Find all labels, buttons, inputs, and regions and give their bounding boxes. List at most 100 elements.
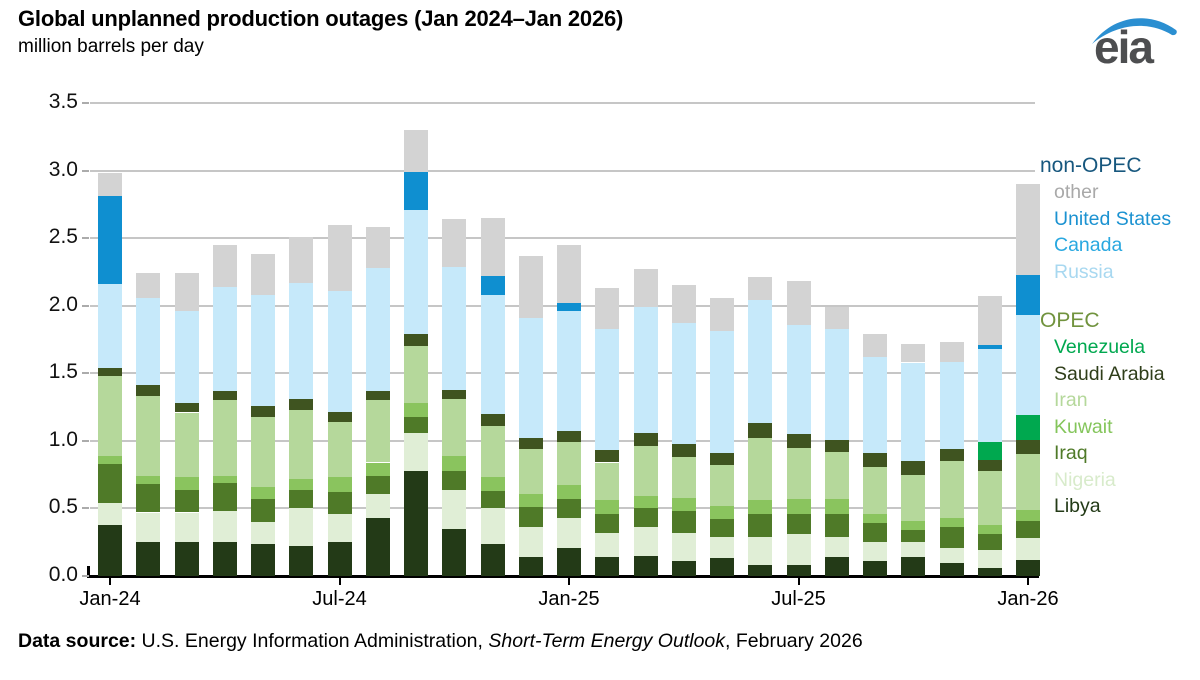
segment-nigeria [327,513,352,543]
segment-iraq [136,484,161,513]
segment-saudi-arabia [710,453,734,466]
segment-united-states [557,303,581,312]
segment-saudi-arabia [824,439,849,452]
segment-libya [365,517,390,576]
segment-saudi-arabia [901,461,926,475]
segment-iran [786,447,811,499]
segment-kuwait [365,462,390,476]
segment-iraq [442,470,467,490]
segment-russia [786,324,811,435]
segment-russia [748,300,773,424]
segment-other [595,288,620,329]
segment-kuwait [633,496,658,509]
segment-other [863,334,887,358]
segment-russia [824,328,849,440]
legend-item-venezuela: Venezuela [1054,336,1146,358]
segment-libya [633,555,658,576]
segment-kuwait [136,476,161,485]
legend-item-other: other [1054,181,1099,203]
segment-saudi-arabia [174,403,199,413]
segment-iran [557,442,581,486]
segment-other [480,217,505,276]
segment-nigeria [595,532,620,558]
x-axis-label-Jan-26: Jan-26 [997,588,1059,610]
segment-other [633,269,658,308]
segment-russia [98,284,122,368]
y-tick-1.0 [82,439,89,442]
segment-kuwait [480,477,505,491]
x-axis-label-Jul-24: Jul-24 [312,588,367,610]
segment-kuwait [901,520,926,531]
segment-nigeria [251,521,275,544]
segment-russia [442,266,467,390]
segment-saudi-arabia [136,385,161,397]
bar-May-25 [710,103,734,576]
y-axis-label-2.5: 2.5 [48,225,78,249]
segment-kuwait [863,513,887,524]
source-date: , February 2026 [725,630,863,652]
segment-saudi-arabia [633,432,658,447]
segment-iran [595,462,620,501]
eia-logo: eia [1086,10,1182,72]
bar-Jul-24 [327,103,352,576]
y-tick-2.0 [82,304,89,307]
segment-libya [786,565,811,576]
segment-other [212,244,237,287]
segment-nigeria [786,534,811,566]
segment-nigeria [901,542,926,558]
bar-Sep-25 [863,103,887,576]
segment-iran [212,400,237,476]
segment-other [136,273,161,298]
segment-iraq [289,489,314,509]
segment-iraq [557,498,581,518]
segment-other [442,219,467,267]
segment-iran [442,398,467,456]
segment-nigeria [480,508,505,544]
x-tick-Jan-24 [109,576,111,585]
segment-kuwait [748,500,773,514]
bar-Oct-24 [442,103,467,576]
segment-nigeria [404,432,428,471]
segment-saudi-arabia [939,448,964,462]
segment-iran [480,426,505,478]
segment-iran [174,412,199,478]
segment-russia [136,297,161,386]
y-tick-1.5 [82,372,89,375]
segment-kuwait [327,477,352,493]
bar-Jun-24 [289,103,314,576]
segment-other [671,285,696,324]
segment-russia [518,317,543,439]
x-axis-label-Jan-25: Jan-25 [538,588,600,610]
chart-title: Global unplanned production outages (Jan… [18,6,624,31]
bar-Jan-24 [98,103,122,576]
segment-other [901,343,926,363]
segment-iran [671,457,696,498]
segment-saudi-arabia [595,450,620,463]
segment-kuwait [824,498,849,514]
plot-area [82,102,1040,585]
bar-Apr-25 [671,103,696,576]
segment-iran [365,400,390,463]
segment-iraq [98,463,122,504]
segment-iran [251,416,275,487]
segment-iran [977,470,1002,525]
segment-saudi-arabia [442,389,467,399]
segment-other [1016,184,1040,275]
bar-Jul-25 [786,103,811,576]
y-tick-0.0 [82,575,89,577]
segment-other [174,273,199,312]
segment-iraq [748,513,773,537]
legend-item-russia: Russia [1054,260,1114,283]
bar-Apr-24 [212,103,237,576]
segment-iran [710,465,734,506]
segment-russia [1016,315,1040,416]
segment-libya [939,562,964,576]
legend-item-united-states: United States [1054,207,1172,230]
bar-Mar-25 [633,103,658,576]
segment-kuwait [595,500,620,514]
legend-item-iraq: Iraq [1054,442,1088,464]
segment-nigeria [442,489,467,529]
y-tick-0.5 [82,507,89,510]
segment-russia [595,328,620,451]
segment-saudi-arabia [671,443,696,458]
